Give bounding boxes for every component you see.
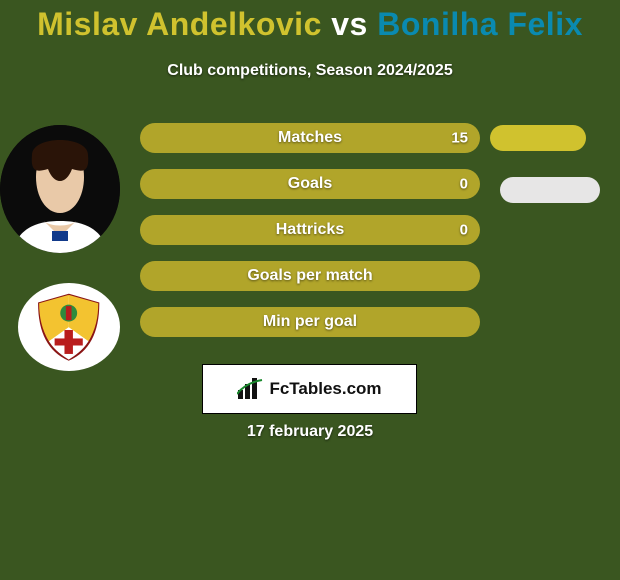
player2-badge — [18, 283, 120, 371]
stat-row-goals: Goals 0 — [140, 169, 480, 199]
club-crest-icon — [33, 292, 104, 362]
stat-row-goals-per-match: Goals per match — [140, 261, 480, 291]
title: Mislav Andelkovic vs Bonilha Felix — [0, 6, 620, 43]
stat-label: Goals per match — [247, 267, 372, 285]
stat-row-min-per-goal: Min per goal — [140, 307, 480, 337]
stat-label: Matches — [278, 129, 342, 147]
stat-label: Min per goal — [263, 313, 357, 331]
stat-value-p1: 0 — [460, 222, 468, 239]
player1-avatar — [0, 125, 120, 253]
footer-brand-box: FcTables.com — [202, 364, 417, 414]
stat-row-matches: Matches 15 — [140, 123, 480, 153]
chip-player1-row0 — [490, 125, 586, 151]
person-icon — [0, 125, 120, 253]
title-player2: Bonilha Felix — [377, 6, 583, 42]
bars-icon — [237, 378, 263, 400]
footer-brand-text: FcTables.com — [269, 379, 381, 399]
chip-player2-row1 — [500, 177, 600, 203]
comparison-card: Mislav Andelkovic vs Bonilha Felix Club … — [0, 0, 620, 580]
subtitle: Club competitions, Season 2024/2025 — [0, 62, 620, 80]
footer-date: 17 february 2025 — [0, 423, 620, 441]
title-vs: vs — [331, 6, 368, 42]
stat-rows: Matches 15 Goals 0 Hattricks 0 Goals per… — [140, 123, 480, 353]
stat-label: Hattricks — [276, 221, 344, 239]
title-player1: Mislav Andelkovic — [37, 6, 322, 42]
stat-row-hattricks: Hattricks 0 — [140, 215, 480, 245]
stat-value-p1: 15 — [451, 130, 468, 147]
stat-label: Goals — [288, 175, 332, 193]
stat-value-p1: 0 — [460, 176, 468, 193]
